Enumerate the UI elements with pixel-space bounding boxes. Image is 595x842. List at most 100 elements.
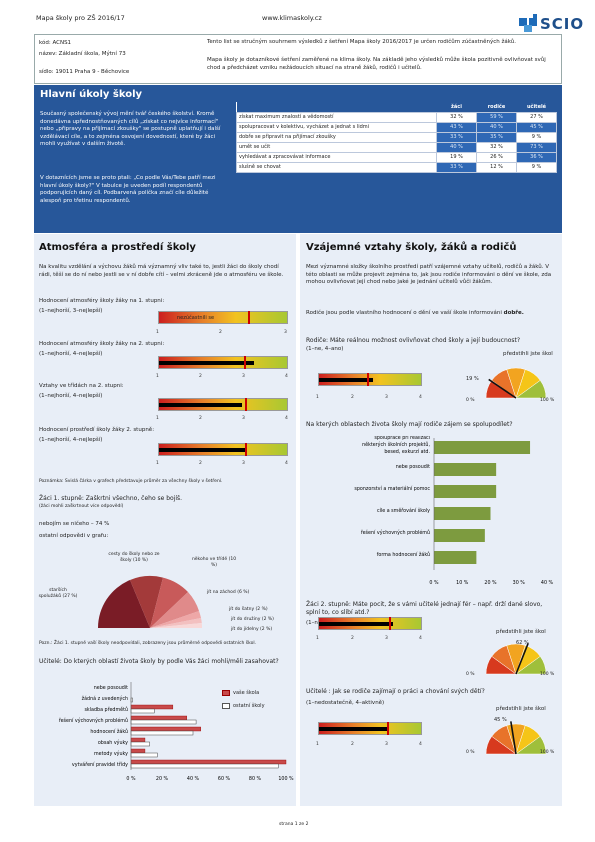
table-row-label: dobře se připravit na přijímací zkoušky bbox=[236, 131, 437, 143]
students-q3-school-mean bbox=[319, 622, 393, 626]
header-url[interactable]: www.klimaskoly.cz bbox=[262, 14, 322, 22]
chart-category-label: některých školních projektů, bbox=[362, 441, 430, 448]
table-cell: 59 % bbox=[476, 111, 517, 123]
fear-other: ostatní odpovědi v grafu: bbox=[39, 533, 109, 539]
table-row: vyhledávat a zpracovávat informace 19 % 26… bbox=[236, 151, 557, 163]
table-cell: 43 % bbox=[436, 121, 477, 133]
chart-category-label: forma hodnocení žáků bbox=[377, 551, 430, 558]
table-row: dobře se připravit na přijímací zkoušky 3… bbox=[236, 131, 557, 143]
table-row: získat maximum znalostí a vědomostí 32 % 5… bbox=[236, 111, 557, 123]
chart-tick-label: 80 % bbox=[249, 776, 262, 782]
gauge-needle bbox=[510, 721, 517, 755]
parents-q1-school-mean bbox=[319, 378, 373, 382]
chart-bar-school bbox=[130, 704, 174, 710]
q1-label: Hodnocení atmosféry školy žáky na 1. stu… bbox=[39, 298, 165, 304]
gauge4 bbox=[485, 721, 547, 755]
parents-q1-scale: (1–ne, 4–ano) bbox=[306, 346, 344, 352]
chart-tick-label: 60 % bbox=[218, 776, 231, 782]
q4-scale: (1–nejhorší, 4–nejlepší) bbox=[39, 437, 103, 443]
q2-label: Hodnocení atmosféry školy žáky na 2. stu… bbox=[39, 341, 165, 347]
chart-category-label: besed, exkurzí atd. bbox=[384, 448, 430, 455]
chart-bar bbox=[434, 485, 497, 498]
table-row: umět se učit 40 % 32 % 73 % bbox=[236, 141, 557, 153]
chart-category-label: řešení výchovných problémů bbox=[59, 717, 128, 724]
teachers-q4-average-marker bbox=[387, 722, 389, 735]
table-cell: 35 % bbox=[476, 131, 517, 143]
fear-pie-chart bbox=[98, 575, 203, 628]
q3-average-marker bbox=[245, 398, 247, 411]
chart-category-label: skladba předmětů bbox=[84, 706, 128, 713]
teachers-q4-school-mean bbox=[319, 727, 389, 731]
q3-bar bbox=[158, 398, 288, 411]
table-corner bbox=[236, 102, 437, 112]
chart-bar-school bbox=[130, 726, 201, 732]
chart-bar bbox=[434, 463, 497, 476]
atmosphere-intro: Na kvalitu vzdělání a výchovu žáků má vý… bbox=[39, 264, 284, 278]
students-q3: Žáci 2. stupně: Máte pocit, že s vámi uč… bbox=[306, 601, 543, 616]
relations-title: Vzájemné vztahy školy, žáků a rodičů bbox=[306, 242, 517, 253]
relations-intro: Mezi významné složky školního prostředí … bbox=[306, 264, 552, 285]
pie-slice-wardrobe bbox=[150, 611, 201, 628]
chart-bar-others bbox=[130, 719, 197, 725]
pie-label-someone: někoho ve třídě (10 %) bbox=[191, 557, 237, 568]
chart-bar-others bbox=[130, 763, 279, 769]
pie-slice-toilet bbox=[150, 592, 199, 628]
gauge1-title: předstihli jste škol bbox=[503, 351, 553, 357]
teachers-q4-bar bbox=[318, 722, 422, 735]
info-box: kód: ACNS1 název: Základní škola, Mýtní … bbox=[34, 34, 562, 84]
chart-tick-label: 20 % bbox=[484, 580, 497, 586]
atmosphere-panel bbox=[34, 234, 296, 806]
q2-scale: (1–nejhorší, 4–nejlepší) bbox=[39, 351, 103, 357]
table-header: rodiče bbox=[476, 102, 517, 112]
parents-q1-bar bbox=[318, 373, 422, 386]
chart-category-label: hodnocení žáků bbox=[90, 728, 128, 735]
table-cell: 36 % bbox=[516, 151, 557, 163]
gauge4-max: 100 % bbox=[540, 750, 555, 755]
chart-bar-school bbox=[130, 759, 287, 765]
table-cell: 9 % bbox=[516, 161, 557, 173]
pie-label-toilet: jít na záchod (6 %) bbox=[207, 590, 250, 595]
gauge1-value: 19 % bbox=[466, 376, 479, 382]
q2-bar bbox=[158, 356, 288, 369]
parents-q1-average-marker bbox=[367, 373, 369, 386]
info-text-2: Mapa školy je dotazníkové šetření zaměře… bbox=[207, 57, 546, 71]
info-text-1: Tento list se stručným souhrnem výsledků… bbox=[207, 39, 517, 45]
atmosphere-title: Atmosféra a prostředí školy bbox=[39, 242, 196, 253]
table-cell: 73 % bbox=[516, 141, 557, 153]
pie-slice-someone bbox=[150, 577, 188, 628]
q1-average-marker bbox=[248, 311, 250, 324]
chart-bar-school bbox=[130, 748, 146, 754]
parents-q2: Na kterých oblastech života školy mají r… bbox=[306, 421, 513, 428]
chart-tick-label: 0 % bbox=[126, 776, 136, 782]
pie-slice-club bbox=[150, 618, 202, 628]
main-tasks-p2: V dotaznících jsme se proto ptali: „Co p… bbox=[40, 175, 216, 204]
header-title: Mapa školy pro ZŠ 2016/17 bbox=[36, 14, 125, 22]
table-cell: 33 % bbox=[436, 161, 477, 173]
table-row: slušně se chovat 33 % 12 % 9 % bbox=[236, 161, 557, 173]
table-cell: 32 % bbox=[436, 111, 477, 123]
teachers-q4: Učitelé : Jak se rodiče zajímají o práci… bbox=[306, 688, 485, 695]
table-cell: 12 % bbox=[476, 161, 517, 173]
q3-label: Vztahy ve třídách na 2. stupni: bbox=[39, 383, 124, 389]
gauge1-max: 100 % bbox=[540, 398, 555, 403]
table-cell: 26 % bbox=[476, 151, 517, 163]
main-tasks-panel: Hlavní úkoly školy Současný společenský … bbox=[34, 85, 562, 233]
gauge-segment bbox=[515, 656, 547, 675]
fear-question: Žáci 1. stupně: Zaškrtni všechno, čeho s… bbox=[39, 495, 183, 502]
chart-bar-others bbox=[130, 730, 194, 736]
chart-tick-label: 10 % bbox=[456, 580, 469, 586]
pie-slice-canteen bbox=[150, 623, 203, 628]
q1-bar: nezúčastnili se bbox=[158, 311, 288, 324]
table-header: učitelé bbox=[516, 102, 557, 112]
gauge3-title: předstihli jste škol bbox=[496, 629, 546, 635]
chart-bar-others bbox=[130, 741, 150, 747]
chart-tick-label: 100 % bbox=[278, 776, 294, 782]
table-row: spolupracovat v kolektivu, vycházet a je… bbox=[236, 121, 557, 133]
pie-label-wardrobe: jít do šatny (2 %) bbox=[229, 607, 268, 612]
gauge1 bbox=[485, 367, 547, 399]
pie-label-way: cesty do školy nebo ze školy (10 %) bbox=[108, 552, 160, 563]
chart-tick-label: 40 % bbox=[187, 776, 200, 782]
chart-category-label: nebe posoudit bbox=[94, 685, 128, 691]
gauge1-min: 0 % bbox=[466, 398, 475, 403]
pie-label-older: starších spolužáků (27 %) bbox=[38, 588, 78, 599]
